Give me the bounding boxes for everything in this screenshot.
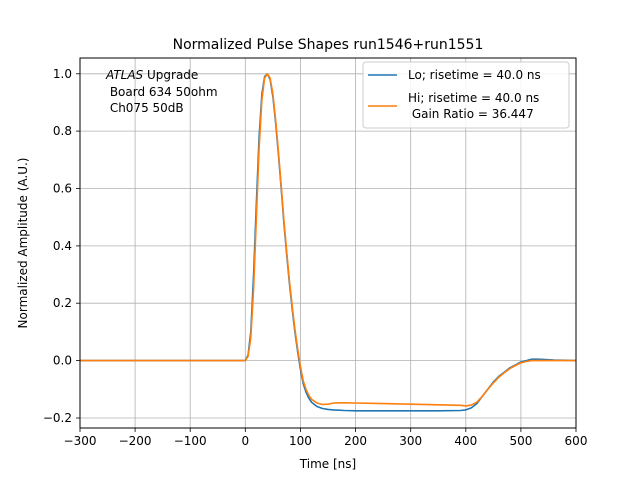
y-tick-label: 0.6: [53, 182, 72, 196]
series-hi-line: [80, 73, 576, 407]
ticks: −300 −200 −100 0 100 200 300 400 500 600 −0.2 0.0 0.…: [43, 67, 588, 448]
legend: Lo; risetime = 40.0 ns Hi; risetime = 40…: [362, 61, 570, 129]
x-tick-label: 0: [241, 434, 249, 448]
x-tick-label: 400: [454, 434, 477, 448]
annotation-atlas: ATLAS: [105, 68, 144, 82]
annotation-line-1: ATLAS Upgrade: [105, 68, 198, 82]
y-axis-label: Normalized Amplitude (A.U.): [16, 158, 30, 329]
annotation-line-2: Board 634 50ohm: [106, 85, 218, 99]
legend-label-hi-line-1: Hi; risetime = 40.0 ns: [408, 91, 539, 105]
x-tick-label: −100: [174, 434, 207, 448]
x-tick-label: −200: [119, 434, 152, 448]
y-tick-label: 0.0: [53, 354, 72, 368]
legend-label-lo: Lo; risetime = 40.0 ns: [408, 68, 541, 82]
y-tick-label: 0.4: [53, 239, 72, 253]
chart-title: Normalized Pulse Shapes run1546+run1551: [173, 37, 484, 53]
y-tick-label: 1.0: [53, 67, 72, 81]
legend-box: [362, 61, 570, 129]
y-tick-label: −0.2: [43, 411, 72, 425]
x-tick-label: 100: [289, 434, 312, 448]
legend-label-hi-line-2: Gain Ratio = 36.447: [408, 107, 534, 121]
x-axis-label: Time [ns]: [299, 457, 356, 471]
plot-frame: [79, 57, 577, 429]
x-tick-label: 500: [509, 434, 532, 448]
atlas-annotation: ATLAS Upgrade Board 634 50ohm Ch075 50dB: [105, 68, 218, 115]
y-tick-label: 0.2: [53, 296, 72, 310]
x-tick-label: 300: [399, 434, 422, 448]
annotation-upgrade: Upgrade: [143, 68, 198, 82]
y-tick-label: 0.8: [53, 124, 72, 138]
x-tick-label: −300: [64, 434, 97, 448]
series-layer: [80, 73, 577, 412]
annotation-line-3: Ch075 50dB: [106, 101, 184, 115]
x-tick-label: 200: [344, 434, 367, 448]
x-tick-label: 600: [565, 434, 588, 448]
